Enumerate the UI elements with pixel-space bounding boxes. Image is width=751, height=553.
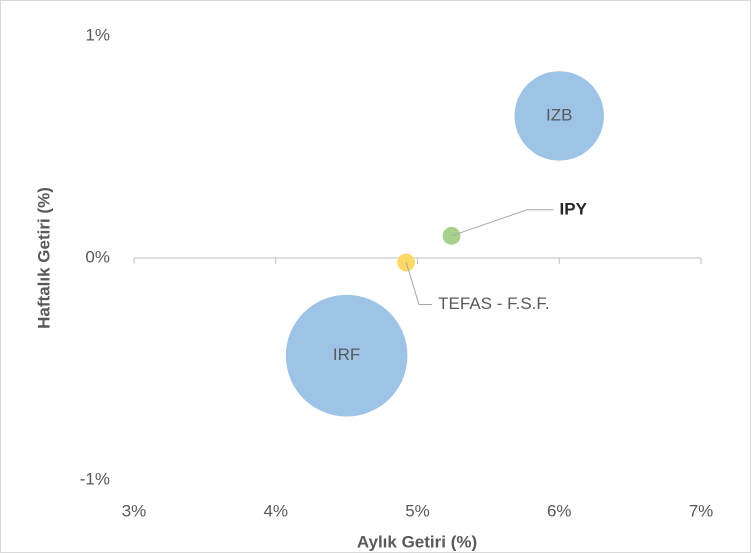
leader-line xyxy=(451,209,554,237)
bubble xyxy=(514,71,604,161)
x-tick-label: 6% xyxy=(547,501,572,520)
data-label: IRF xyxy=(333,345,360,364)
data-label: TEFAS - F.S.F. xyxy=(438,294,549,313)
x-tick-label: 3% xyxy=(122,501,147,520)
bubble xyxy=(285,294,408,417)
y-tick-label: 1% xyxy=(85,25,110,44)
x-axis-title: Aylık Getiri (%) xyxy=(357,532,477,551)
y-axis-title: Haftalık Getiri (%) xyxy=(34,187,53,329)
x-tick-label: 5% xyxy=(405,501,430,520)
x-tick-label: 4% xyxy=(263,501,288,520)
x-tick-label: 7% xyxy=(689,501,714,520)
data-label: IPY xyxy=(560,199,588,218)
y-tick-label: 0% xyxy=(85,247,110,266)
leader-line xyxy=(405,262,433,305)
y-tick-label: -1% xyxy=(80,469,110,488)
data-label: IZB xyxy=(546,105,572,124)
